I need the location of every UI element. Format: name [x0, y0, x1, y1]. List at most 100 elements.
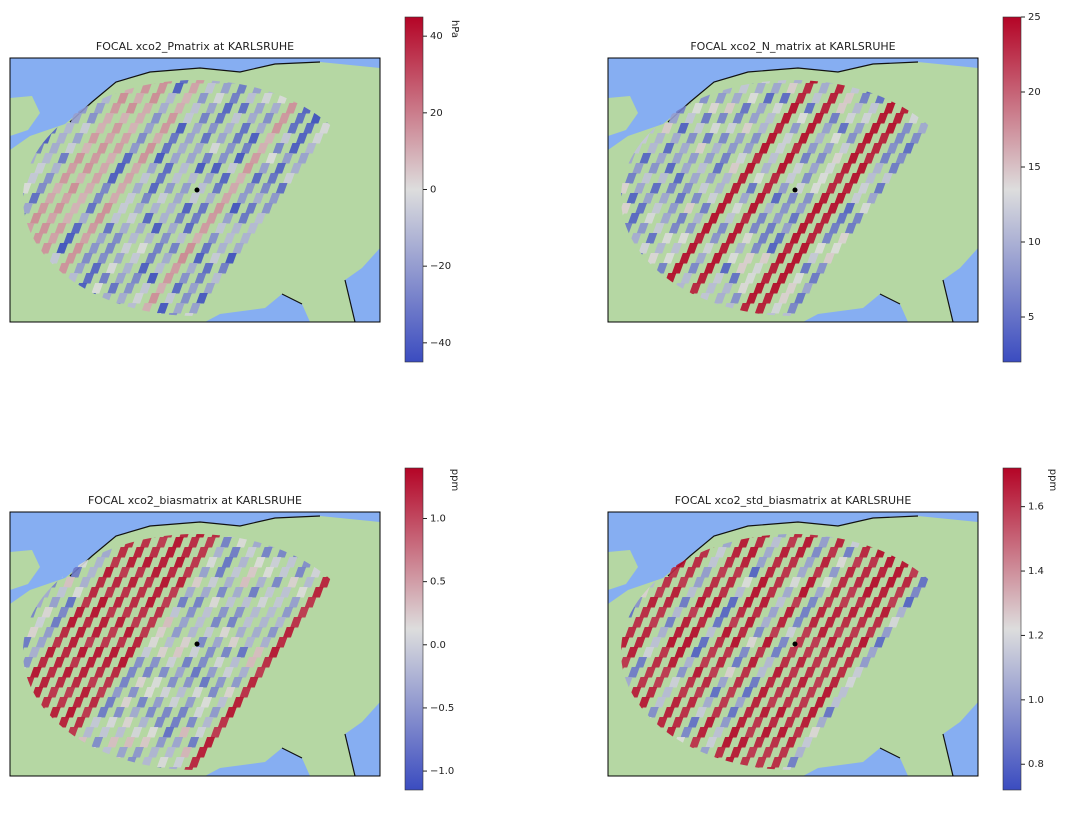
- swath-cell: [519, 597, 531, 608]
- swath-cell: [821, 123, 833, 134]
- swath-cell: [580, 557, 592, 568]
- swath-cell: [487, 253, 499, 264]
- swath-cell: [672, 627, 685, 638]
- swath-cell: [287, 577, 299, 588]
- swath-cell: [480, 717, 492, 728]
- swath-cell: [739, 557, 752, 568]
- swath-cell: [165, 657, 178, 668]
- swath-cell: [745, 637, 758, 648]
- swath-cell: [748, 677, 761, 688]
- swath-cell: [535, 707, 547, 718]
- swath-cell: [621, 203, 632, 214]
- swath-cell: [37, 203, 50, 214]
- swath-cell: [156, 193, 169, 204]
- swath-cell: [516, 667, 528, 678]
- swath-cell: [249, 153, 262, 164]
- swath-cell: [44, 193, 57, 204]
- swath-cell: [158, 777, 170, 788]
- swath-cell: [835, 103, 848, 114]
- swath-cell: [294, 113, 307, 124]
- swath-cell: [580, 777, 592, 788]
- swath-cell: [794, 293, 806, 304]
- swath-cell: [449, 283, 461, 294]
- swath-cell: [785, 737, 798, 748]
- swath-cell: [196, 547, 209, 558]
- swath-cell: [762, 547, 775, 558]
- swath-cell: [50, 163, 62, 174]
- swath-cell: [522, 637, 534, 648]
- swath-cell: [148, 293, 160, 304]
- swath-cell: [185, 717, 198, 728]
- swath-cell: [482, 193, 494, 204]
- swath-cell: [781, 587, 794, 598]
- swath-cell: [204, 193, 217, 204]
- swath-cell: [437, 687, 449, 698]
- swath-cell: [560, 263, 572, 274]
- swath-cell: [695, 253, 707, 264]
- swath-cell: [789, 123, 801, 134]
- swath-cell: [500, 777, 512, 788]
- swath-cell: [643, 667, 656, 678]
- swath-cell: [214, 567, 227, 578]
- swath-cell: [288, 597, 301, 608]
- swath-cell: [735, 717, 748, 728]
- swath-cell: [262, 567, 275, 578]
- swath-cell: [520, 617, 532, 628]
- swath-cell: [533, 687, 545, 698]
- swath-cell: [769, 737, 782, 748]
- swath-cell: [754, 647, 767, 658]
- swath-cell: [236, 83, 248, 94]
- swath-cell: [777, 80, 790, 84]
- swath-cell: [750, 243, 763, 254]
- swath-cell: [58, 627, 71, 638]
- swath-cell: [130, 163, 142, 174]
- swath-cell: [157, 557, 170, 568]
- swath-cell: [207, 577, 219, 588]
- swath-cell: [57, 607, 70, 618]
- swath-cell: [749, 133, 762, 144]
- swath-cell: [751, 607, 764, 618]
- swath-cell: [461, 677, 473, 688]
- swath-cell: [583, 597, 595, 608]
- swath-cell: [690, 193, 703, 204]
- coast: [69, 515, 356, 776]
- swath-cell: [388, 323, 400, 334]
- swath-cell: [150, 677, 163, 688]
- swath-cell: [271, 577, 283, 588]
- swath-cell: [783, 153, 796, 164]
- swath-cell: [473, 727, 485, 738]
- swath-cell: [491, 203, 503, 214]
- swath-cell: [380, 313, 392, 324]
- swath-cell: [89, 607, 102, 618]
- swath-cell: [805, 123, 817, 134]
- swath-cell: [46, 323, 58, 334]
- swath-cell: [279, 587, 292, 598]
- swath-cell: [47, 687, 60, 698]
- swath-cell: [584, 617, 596, 628]
- swath-cell: [883, 103, 896, 114]
- swath-cell: [0, 93, 1, 104]
- swath-cell: [319, 123, 331, 134]
- colorbar-tick-label: 0.0: [430, 640, 446, 651]
- swath-cell: [768, 173, 781, 184]
- swath-cell: [549, 123, 561, 134]
- swath-cell: [297, 607, 310, 618]
- swath-cell: [51, 637, 64, 648]
- swath-cell: [693, 123, 705, 134]
- swath-cell: [571, 203, 583, 214]
- swath-cell: [247, 587, 260, 598]
- swath-cell: [662, 143, 675, 154]
- swath-cell: [481, 737, 493, 748]
- swath-cell: [712, 617, 724, 628]
- swath-cell: [445, 677, 457, 688]
- swath-cell: [565, 687, 577, 698]
- swath-cell: [667, 657, 680, 668]
- swath-cell: [802, 647, 815, 658]
- swath-cell: [433, 283, 445, 294]
- swath-cell: [840, 163, 852, 174]
- swath-cell: [813, 587, 826, 598]
- swath-cell: [457, 273, 469, 284]
- swath-cell: [655, 263, 668, 274]
- swath-cell: [158, 323, 170, 334]
- swath-cell: [799, 263, 812, 274]
